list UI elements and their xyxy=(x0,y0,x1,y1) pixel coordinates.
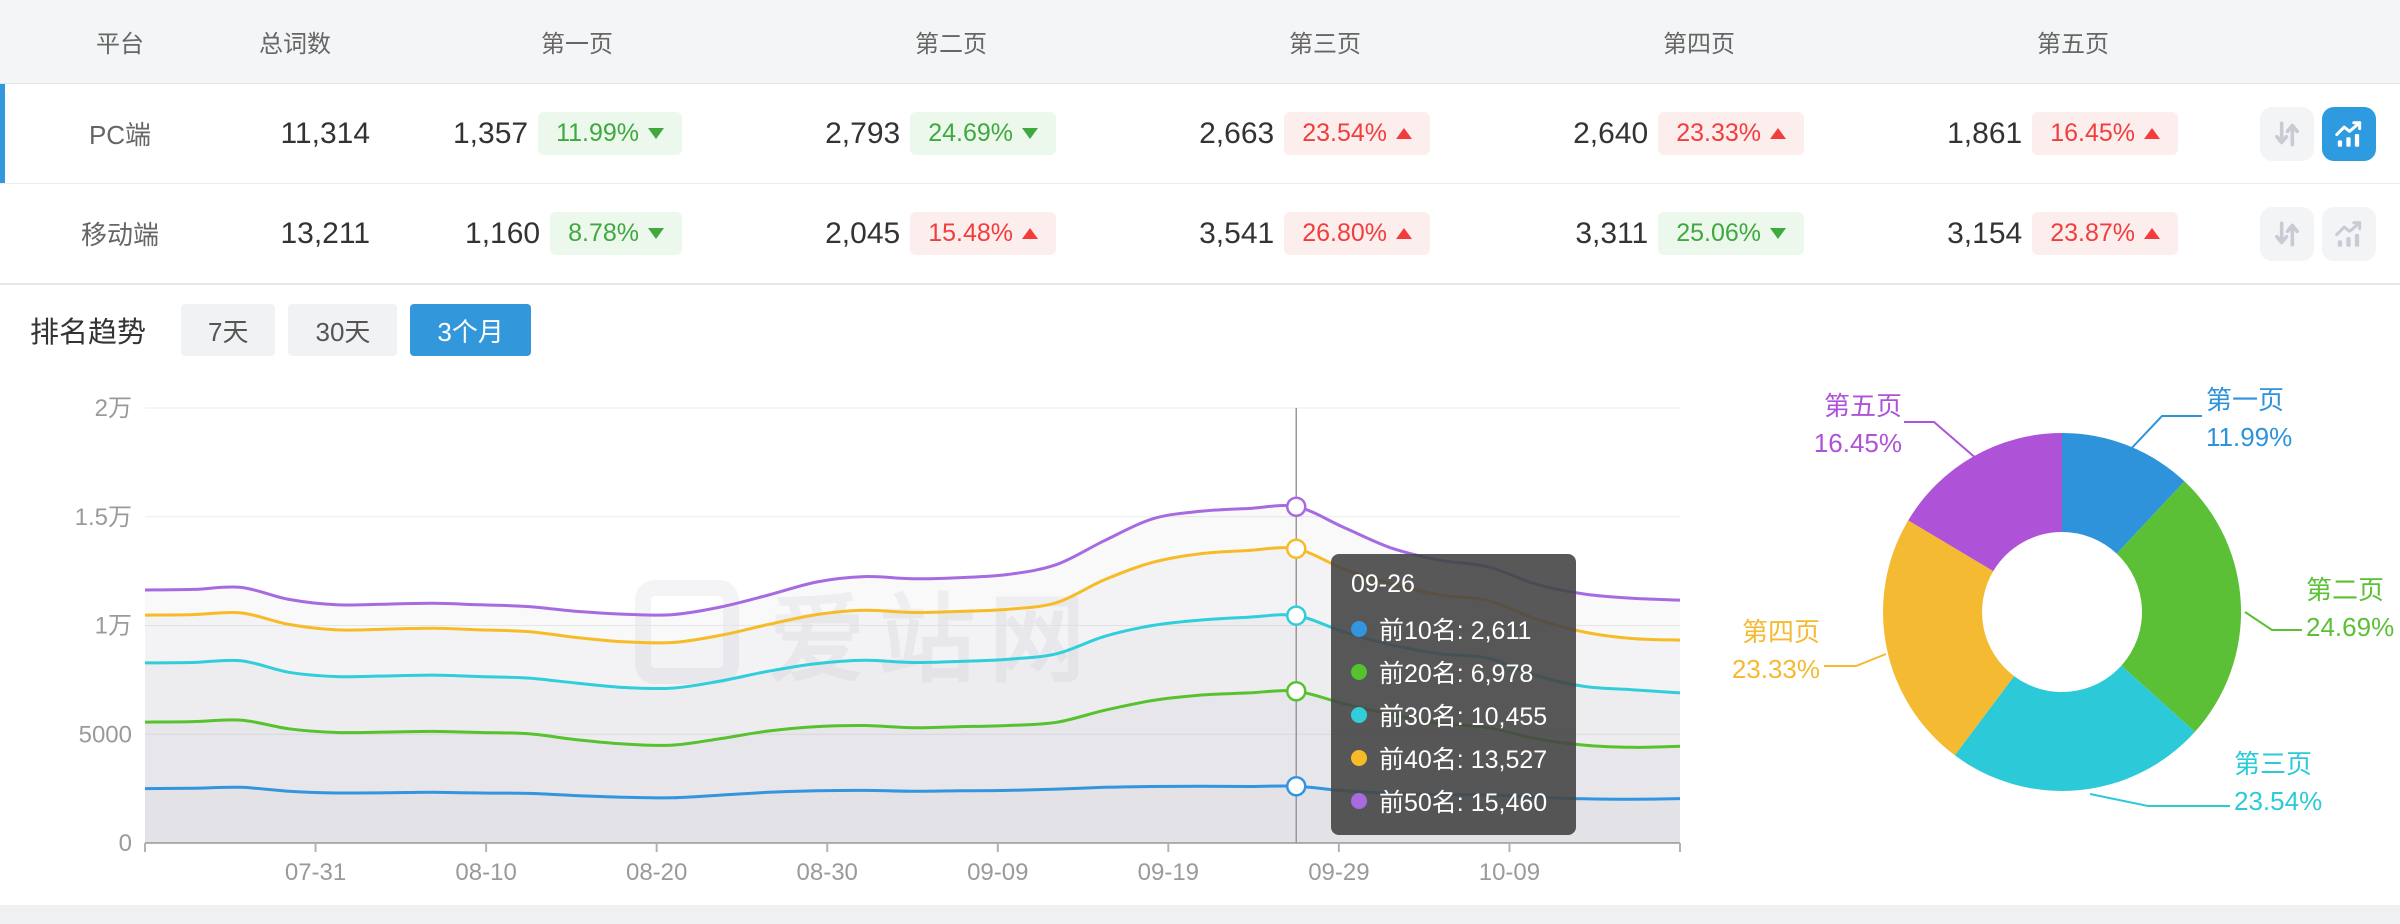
col-header-page1: 第一页 xyxy=(541,31,613,58)
tab-30-days[interactable]: 30天 xyxy=(288,304,398,356)
page5-cell: 3,154 23.87% xyxy=(1886,212,2260,255)
page2-cell: 2,045 15.48% xyxy=(764,212,1138,255)
page-count: 3,541 xyxy=(1199,216,1275,250)
donut-label-page5: 第五页 16.45% xyxy=(1813,391,1902,458)
change-badge: 11.99% xyxy=(538,112,682,155)
page3-cell: 2,663 23.54% xyxy=(1138,112,1512,155)
summary-table: 平台 总词数 第一页 第二页 第三页 第四页 第五页 PC端 11,314 1,… xyxy=(0,0,2400,285)
change-badge: 23.87% xyxy=(2032,212,2178,255)
donut-label-page2: 第二页 24.69% xyxy=(2306,575,2395,642)
trend-chart-button[interactable] xyxy=(2322,106,2376,161)
trend-arrow-icon xyxy=(1770,128,1786,139)
trend-arrow-icon xyxy=(648,128,664,139)
change-badge: 23.33% xyxy=(1658,112,1804,155)
table-row-pc[interactable]: PC端 11,314 1,357 11.99% 2,793 24.69% 2,6… xyxy=(0,84,2400,184)
change-badge: 24.69% xyxy=(910,112,1056,155)
watermark-text: 爱站网 xyxy=(769,587,1099,694)
change-badge: 23.54% xyxy=(1284,112,1430,155)
donut-label-page3: 第三页 23.54% xyxy=(2234,749,2323,816)
platform-name: PC端 xyxy=(88,120,152,150)
page4-cell: 3,311 25.06% xyxy=(1512,212,1886,255)
updown-arrows-icon xyxy=(2275,121,2299,146)
chart-tooltip: 09-26 前10名: 2,611 前20名: 6,978 前30名: 10,4… xyxy=(1331,554,1576,835)
trend-chart-icon xyxy=(2335,220,2362,247)
change-badge: 15.48% xyxy=(910,212,1056,255)
sort-updown-button[interactable] xyxy=(2260,106,2314,161)
page-count: 2,793 xyxy=(825,116,901,150)
col-header-page3: 第三页 xyxy=(1289,31,1361,58)
tooltip-date: 09-26 xyxy=(1351,570,1415,598)
tooltip-item: 前20名: 6,978 xyxy=(1351,650,1556,693)
trend-arrow-icon xyxy=(1396,228,1412,239)
page-count: 1,357 xyxy=(452,116,529,150)
tab-3-months[interactable]: 3个月 xyxy=(410,304,531,356)
page5-cell: 1,861 16.45% xyxy=(1886,112,2260,155)
trend-arrow-icon xyxy=(1022,128,1038,139)
page4-cell: 2,640 23.33% xyxy=(1512,112,1886,155)
row-actions xyxy=(2260,106,2400,161)
total-words: 13,211 xyxy=(280,216,370,250)
section-title: 排名趋势 xyxy=(30,317,147,349)
series-dot-icon xyxy=(1351,620,1367,637)
series-dot-icon xyxy=(1351,749,1367,766)
tooltip-item: 前30名: 10,455 xyxy=(1351,693,1556,736)
table-row-mobile[interactable]: 移动端 13,211 1,160 8.78% 2,045 15.48% 3,54… xyxy=(0,184,2400,285)
change-badge: 8.78% xyxy=(550,212,682,255)
col-header-platform: 平台 xyxy=(96,31,144,58)
page-count: 1,160 xyxy=(465,216,541,250)
change-badge: 26.80% xyxy=(1284,212,1430,255)
page1-cell: 1,160 8.78% xyxy=(390,212,764,255)
trend-arrow-icon xyxy=(2144,228,2160,239)
page2-cell: 2,793 24.69% xyxy=(764,112,1138,155)
page-count: 1,861 xyxy=(1947,116,2023,150)
page-count: 3,311 xyxy=(1575,216,1649,250)
page-count: 2,663 xyxy=(1199,116,1275,150)
col-header-page2: 第二页 xyxy=(915,31,987,58)
page-count: 2,640 xyxy=(1573,116,1649,150)
tooltip-item: 前40名: 13,527 xyxy=(1351,736,1556,779)
col-header-total-words: 总词数 xyxy=(259,31,331,58)
donut-label-page4: 第四页 23.33% xyxy=(1731,617,1820,684)
row-actions xyxy=(2260,206,2400,261)
trend-chart-icon xyxy=(2335,120,2362,147)
page-count: 2,045 xyxy=(825,216,901,250)
total-words: 11,314 xyxy=(280,116,370,150)
col-header-page5: 第五页 xyxy=(2037,31,2109,58)
change-badge: 16.45% xyxy=(2032,112,2178,155)
watermark-logo-icon xyxy=(635,579,739,684)
trend-section-header: 排名趋势 7天 30天 3个月 xyxy=(0,300,531,360)
page3-cell: 3,541 26.80% xyxy=(1138,212,1512,255)
trend-arrow-icon xyxy=(1022,228,1038,239)
trend-arrow-icon xyxy=(1770,228,1786,239)
trend-arrow-icon xyxy=(1396,128,1412,139)
tooltip-item: 前10名: 2,611 xyxy=(1351,607,1556,650)
watermark: 爱站网 xyxy=(635,562,1099,701)
donut-label-page1: 第一页 11.99% xyxy=(2206,385,2293,452)
page1-cell: 1,357 11.99% xyxy=(390,112,764,155)
col-header-page4: 第四页 xyxy=(1663,31,1735,58)
trend-arrow-icon xyxy=(2144,128,2160,139)
series-dot-icon xyxy=(1351,706,1367,723)
page-count: 3,154 xyxy=(1947,216,2023,250)
updown-arrows-icon xyxy=(2275,221,2299,246)
series-dot-icon xyxy=(1351,792,1367,809)
platform-name: 移动端 xyxy=(80,220,159,250)
table-header-row: 平台 总词数 第一页 第二页 第三页 第四页 第五页 xyxy=(0,0,2400,84)
change-badge: 25.06% xyxy=(1658,212,1804,255)
trend-arrow-icon xyxy=(648,228,664,239)
trend-chart-button[interactable] xyxy=(2322,206,2376,261)
tooltip-item: 前50名: 15,460 xyxy=(1351,779,1556,822)
sort-updown-button[interactable] xyxy=(2260,206,2314,261)
tab-7-days[interactable]: 7天 xyxy=(181,304,276,356)
series-dot-icon xyxy=(1351,663,1367,680)
